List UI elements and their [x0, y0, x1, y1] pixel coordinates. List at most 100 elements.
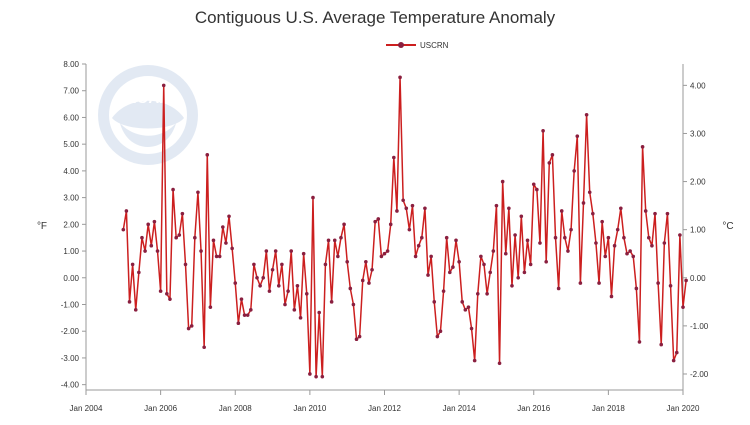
- data-point[interactable]: [171, 187, 175, 192]
- data-point[interactable]: [575, 134, 580, 138]
- data-point[interactable]: [541, 129, 545, 133]
- data-point[interactable]: [448, 270, 452, 275]
- data-point[interactable]: [211, 238, 216, 243]
- data-point[interactable]: [376, 217, 381, 221]
- data-point[interactable]: [155, 249, 160, 253]
- data-point[interactable]: [581, 201, 586, 205]
- data-point[interactable]: [420, 235, 424, 240]
- data-point[interactable]: [591, 211, 595, 216]
- data-point[interactable]: [615, 227, 620, 232]
- data-point[interactable]: [360, 278, 365, 283]
- data-point[interactable]: [438, 329, 443, 334]
- data-point[interactable]: [640, 145, 645, 149]
- data-point[interactable]: [469, 326, 474, 331]
- data-point[interactable]: [401, 198, 405, 203]
- data-point[interactable]: [236, 321, 241, 326]
- data-point[interactable]: [264, 249, 269, 253]
- data-point[interactable]: [519, 214, 524, 219]
- data-point[interactable]: [637, 340, 642, 344]
- data-point[interactable]: [659, 342, 664, 347]
- data-point[interactable]: [152, 219, 157, 224]
- data-point[interactable]: [137, 270, 141, 275]
- data-point[interactable]: [653, 211, 657, 216]
- data-point[interactable]: [423, 206, 427, 211]
- data-point[interactable]: [224, 241, 228, 245]
- data-point[interactable]: [444, 235, 449, 240]
- data-point[interactable]: [196, 190, 200, 195]
- data-point[interactable]: [280, 262, 284, 267]
- data-point[interactable]: [317, 310, 322, 315]
- data-point[interactable]: [214, 254, 219, 259]
- data-point[interactable]: [130, 262, 135, 267]
- data-point[interactable]: [342, 222, 346, 227]
- data-point[interactable]: [364, 259, 368, 264]
- data-point[interactable]: [426, 273, 430, 277]
- data-point[interactable]: [584, 112, 589, 117]
- data-point[interactable]: [631, 254, 636, 259]
- data-point[interactable]: [500, 179, 505, 184]
- data-point[interactable]: [239, 297, 244, 301]
- data-point[interactable]: [665, 211, 670, 216]
- data-point[interactable]: [547, 161, 552, 165]
- data-point[interactable]: [671, 358, 676, 363]
- data-point[interactable]: [249, 308, 253, 312]
- data-point[interactable]: [158, 289, 163, 293]
- data-point[interactable]: [550, 153, 555, 157]
- data-point[interactable]: [482, 262, 486, 267]
- data-point[interactable]: [357, 334, 362, 339]
- data-point[interactable]: [180, 211, 185, 216]
- data-point[interactable]: [208, 305, 213, 309]
- data-point[interactable]: [488, 270, 493, 275]
- data-point[interactable]: [563, 235, 567, 240]
- data-point[interactable]: [298, 316, 303, 320]
- data-point[interactable]: [245, 313, 250, 317]
- data-point[interactable]: [668, 283, 673, 288]
- data-point[interactable]: [301, 251, 306, 256]
- data-point[interactable]: [332, 238, 337, 243]
- data-point[interactable]: [485, 292, 489, 296]
- data-point[interactable]: [276, 283, 281, 288]
- data-point[interactable]: [252, 262, 256, 267]
- data-point[interactable]: [311, 195, 315, 200]
- data-point[interactable]: [460, 300, 465, 304]
- data-point[interactable]: [373, 219, 377, 224]
- data-point[interactable]: [227, 214, 231, 219]
- data-point[interactable]: [370, 267, 374, 272]
- data-point[interactable]: [367, 281, 371, 285]
- data-point[interactable]: [684, 278, 688, 283]
- data-point[interactable]: [643, 209, 648, 213]
- data-point[interactable]: [432, 300, 437, 304]
- data-point[interactable]: [606, 235, 611, 240]
- data-point[interactable]: [507, 206, 511, 211]
- data-point[interactable]: [339, 235, 343, 240]
- data-point[interactable]: [625, 251, 629, 256]
- data-point[interactable]: [398, 75, 402, 80]
- data-point[interactable]: [205, 153, 210, 157]
- data-point[interactable]: [189, 324, 194, 328]
- data-point[interactable]: [345, 259, 349, 264]
- data-point[interactable]: [143, 249, 147, 253]
- data-point[interactable]: [587, 190, 592, 195]
- data-point[interactable]: [385, 249, 390, 253]
- data-point[interactable]: [597, 281, 601, 285]
- data-point[interactable]: [314, 374, 318, 379]
- data-point[interactable]: [497, 361, 502, 366]
- data-point[interactable]: [354, 337, 359, 342]
- data-point[interactable]: [559, 209, 564, 213]
- data-point[interactable]: [656, 281, 660, 285]
- data-point[interactable]: [619, 206, 623, 211]
- data-point[interactable]: [603, 254, 608, 259]
- data-point[interactable]: [124, 209, 129, 213]
- data-point[interactable]: [149, 243, 154, 248]
- data-point[interactable]: [127, 300, 132, 304]
- data-point[interactable]: [121, 227, 126, 232]
- data-point[interactable]: [578, 281, 583, 285]
- data-point[interactable]: [177, 233, 182, 237]
- data-point[interactable]: [140, 235, 144, 240]
- data-point[interactable]: [289, 249, 294, 253]
- data-point[interactable]: [472, 358, 477, 363]
- data-point[interactable]: [161, 83, 166, 88]
- data-point[interactable]: [326, 238, 331, 243]
- data-point[interactable]: [202, 345, 206, 350]
- data-point[interactable]: [491, 249, 496, 253]
